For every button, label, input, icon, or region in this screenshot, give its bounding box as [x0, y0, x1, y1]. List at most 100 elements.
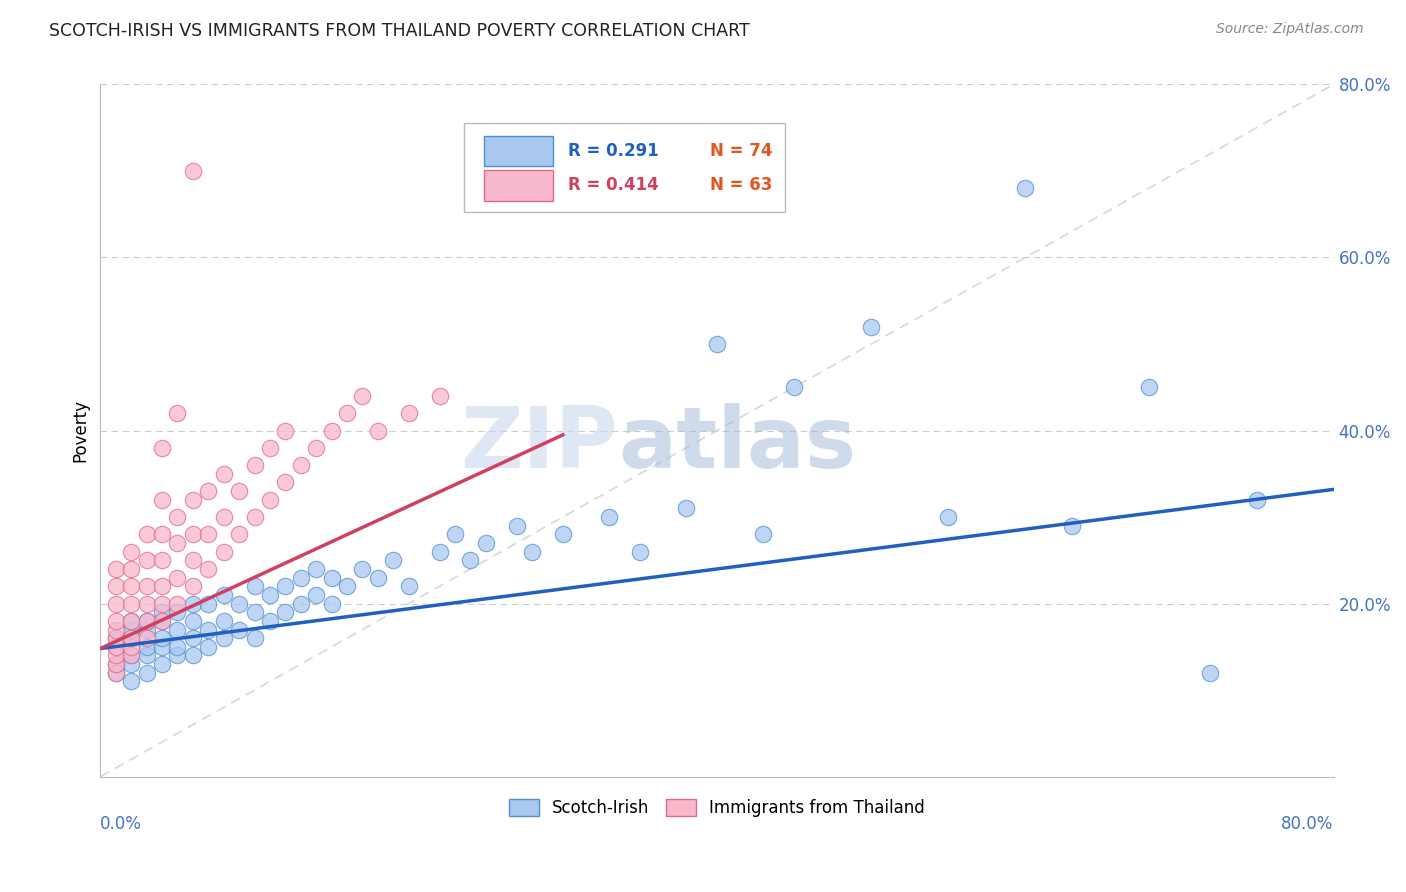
Point: [181, 579, 204, 593]
Point: [752, 527, 775, 541]
Point: [398, 579, 420, 593]
Point: [120, 631, 142, 645]
Point: [212, 631, 235, 645]
Point: [120, 623, 142, 637]
Point: [104, 657, 127, 672]
Point: [181, 648, 204, 663]
Point: [336, 406, 359, 420]
Point: [429, 544, 451, 558]
Point: [135, 665, 157, 680]
Point: [212, 614, 235, 628]
Point: [290, 597, 312, 611]
Point: [474, 536, 496, 550]
Point: [321, 597, 343, 611]
Point: [367, 571, 389, 585]
Point: [197, 562, 219, 576]
Point: [135, 640, 157, 654]
Point: [444, 527, 467, 541]
Point: [104, 631, 127, 645]
Point: [212, 510, 235, 524]
Point: [628, 544, 651, 558]
Point: [135, 579, 157, 593]
Point: [150, 605, 173, 619]
Point: [120, 562, 142, 576]
Text: ZIP: ZIP: [461, 403, 619, 486]
Text: atlas: atlas: [619, 403, 856, 486]
Point: [520, 544, 543, 558]
Point: [197, 640, 219, 654]
Point: [243, 510, 266, 524]
Point: [259, 614, 281, 628]
Point: [104, 640, 127, 654]
Point: [274, 605, 297, 619]
Point: [104, 562, 127, 576]
Point: [336, 579, 359, 593]
Point: [135, 631, 157, 645]
Point: [166, 597, 188, 611]
Text: N = 63: N = 63: [710, 177, 772, 194]
Point: [166, 510, 188, 524]
Point: [243, 631, 266, 645]
Text: Source: ZipAtlas.com: Source: ZipAtlas.com: [1216, 22, 1364, 37]
Point: [197, 597, 219, 611]
Point: [120, 648, 142, 663]
Point: [460, 553, 482, 567]
Point: [228, 623, 250, 637]
Point: [1060, 518, 1083, 533]
Point: [228, 527, 250, 541]
FancyBboxPatch shape: [484, 136, 553, 166]
Point: [120, 544, 142, 558]
Point: [166, 571, 188, 585]
Text: SCOTCH-IRISH VS IMMIGRANTS FROM THAILAND POVERTY CORRELATION CHART: SCOTCH-IRISH VS IMMIGRANTS FROM THAILAND…: [49, 22, 749, 40]
Point: [135, 614, 157, 628]
Point: [181, 631, 204, 645]
Point: [120, 579, 142, 593]
Point: [305, 441, 328, 455]
Point: [150, 492, 173, 507]
Point: [166, 640, 188, 654]
Point: [166, 605, 188, 619]
Point: [274, 579, 297, 593]
Point: [104, 623, 127, 637]
Point: [104, 648, 127, 663]
Point: [305, 588, 328, 602]
Point: [352, 389, 374, 403]
Point: [243, 458, 266, 472]
Point: [150, 597, 173, 611]
Point: [181, 614, 204, 628]
Point: [1014, 181, 1036, 195]
Point: [212, 544, 235, 558]
Point: [1199, 665, 1222, 680]
Point: [150, 631, 173, 645]
Point: [150, 441, 173, 455]
Point: [197, 527, 219, 541]
Point: [181, 553, 204, 567]
Point: [243, 579, 266, 593]
Point: [166, 648, 188, 663]
FancyBboxPatch shape: [484, 170, 553, 201]
Point: [150, 579, 173, 593]
Point: [259, 492, 281, 507]
Point: [197, 484, 219, 499]
Point: [120, 640, 142, 654]
Point: [321, 571, 343, 585]
Point: [104, 640, 127, 654]
Point: [197, 623, 219, 637]
Point: [135, 648, 157, 663]
Point: [150, 614, 173, 628]
Point: [1137, 380, 1160, 394]
Point: [150, 640, 173, 654]
Point: [429, 389, 451, 403]
Point: [166, 406, 188, 420]
Text: R = 0.291: R = 0.291: [568, 142, 658, 160]
Point: [120, 674, 142, 689]
Point: [305, 562, 328, 576]
Point: [135, 553, 157, 567]
Legend: Scotch-Irish, Immigrants from Thailand: Scotch-Irish, Immigrants from Thailand: [502, 792, 932, 823]
Point: [181, 164, 204, 178]
Point: [181, 492, 204, 507]
FancyBboxPatch shape: [464, 122, 785, 212]
Text: N = 74: N = 74: [710, 142, 772, 160]
Point: [181, 527, 204, 541]
Point: [104, 597, 127, 611]
